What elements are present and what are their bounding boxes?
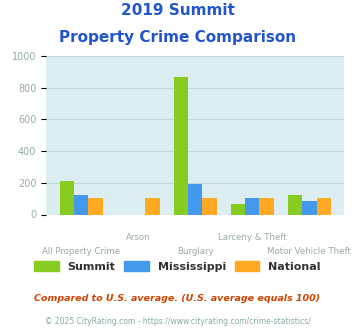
Bar [88,198,103,214]
Bar [288,195,302,214]
Text: Motor Vehicle Theft: Motor Vehicle Theft [267,248,351,256]
Bar [74,195,88,214]
Text: Burglary: Burglary [177,248,214,256]
Bar [145,198,160,214]
Bar [202,198,217,214]
Text: © 2025 CityRating.com - https://www.cityrating.com/crime-statistics/: © 2025 CityRating.com - https://www.city… [45,317,310,326]
Text: Compared to U.S. average. (U.S. average equals 100): Compared to U.S. average. (U.S. average … [34,294,321,303]
Bar [317,198,331,214]
Bar [245,198,260,214]
Text: 2019 Summit: 2019 Summit [121,3,234,18]
Bar [260,198,274,214]
Text: Property Crime Comparison: Property Crime Comparison [59,30,296,45]
Bar [60,181,74,214]
Text: All Property Crime: All Property Crime [42,248,120,256]
Bar [188,184,202,215]
Text: Larceny & Theft: Larceny & Theft [218,233,286,242]
Bar [174,77,188,215]
Bar [302,201,317,214]
Bar [231,204,245,215]
Text: Arson: Arson [126,233,151,242]
Legend: Summit, Mississippi, National: Summit, Mississippi, National [30,256,325,276]
